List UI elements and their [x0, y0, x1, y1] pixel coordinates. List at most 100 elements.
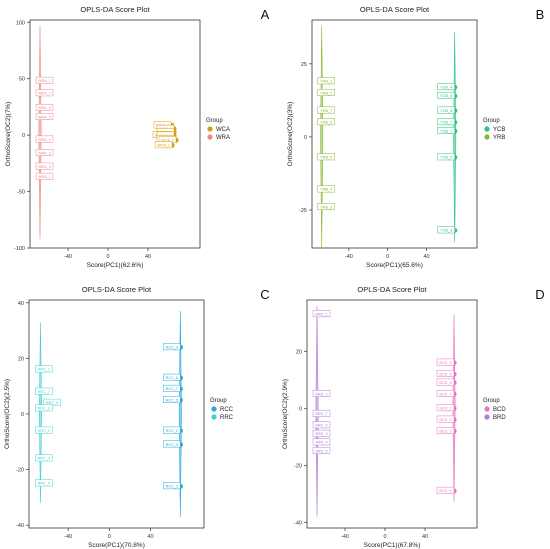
- y-tick-label: 20: [296, 349, 302, 355]
- sample-label-text: YRB_6: [320, 121, 332, 125]
- sample-label-text: YRB_5: [320, 156, 332, 160]
- sample-label-box: [163, 343, 181, 351]
- sample-label: WRA_3: [35, 149, 54, 157]
- sample-label-box: [35, 149, 54, 157]
- sample-label: RRC_3: [35, 404, 53, 412]
- sample-label-text: WRA_1: [38, 175, 51, 179]
- sample-label-box: [437, 118, 455, 126]
- sample-label-text: RCC_3: [166, 443, 178, 447]
- sample-label-box: [436, 370, 455, 377]
- sample-label-box: [154, 141, 173, 149]
- legend-swatch: [211, 406, 217, 412]
- sample-label: YCB_3: [437, 226, 455, 234]
- sample-label-box: [437, 83, 455, 91]
- sample-label: RCC_6: [163, 373, 181, 381]
- legend: Group BCD BRD: [483, 398, 506, 421]
- sample-label-box: [35, 365, 53, 373]
- sample-label-text: RRC_7: [38, 390, 50, 394]
- legend-swatch: [207, 134, 213, 140]
- sample-label-text: BRD_4: [315, 441, 327, 445]
- sample-label-box: [437, 91, 455, 99]
- panel-c: OPLS-DA Score Plot C-40 0 40-40-2002040Scor…: [4, 285, 270, 549]
- plot-frame: [311, 19, 478, 249]
- sample-label: YCB_6: [437, 106, 455, 114]
- chart-title: OPLS-DA Score Plot: [360, 5, 430, 14]
- sample-label-box: [35, 426, 53, 434]
- sample-label-box: [35, 479, 53, 487]
- x-tick-label: 40: [422, 534, 428, 540]
- sample-label: BCD_6: [436, 378, 455, 386]
- sample-label: YRB_6: [317, 118, 335, 126]
- sample-label-box: [437, 127, 455, 134]
- series-rcc: RCC_4 RCC_6 RCC_7 RCC_5 RCC_2 RCC_3 RCC_1: [163, 311, 183, 517]
- plot-frame: [29, 19, 201, 249]
- sample-label-text: WRA_4: [38, 138, 51, 142]
- sample-label-text: WRA_7: [38, 92, 51, 96]
- sample-label-text: WRA_2: [38, 165, 51, 169]
- y-axis-label: OrthoScore(OC2)(3%): [287, 102, 294, 167]
- sample-label-text: WRA_6: [38, 106, 51, 110]
- legend-title: Group: [483, 118, 500, 124]
- sample-label: RCC_5: [163, 396, 181, 403]
- x-tick-label: 40: [423, 254, 429, 260]
- sample-label: WRA_1: [35, 172, 54, 180]
- sample-label-box: [317, 153, 335, 161]
- y-tick-label: 40: [18, 301, 24, 307]
- sample-label: YRB_1: [317, 77, 335, 85]
- y-tick-label: 20: [18, 356, 24, 362]
- x-tick-label: -40: [341, 534, 349, 540]
- sample-label: BRD_6: [312, 421, 331, 429]
- sample-label-text: BCD_2: [439, 418, 451, 422]
- sample-label: YRB_2: [317, 89, 335, 96]
- x-axis-label: Score(PC1)(70.8%): [88, 542, 145, 549]
- sample-label: RCC_2: [163, 426, 181, 434]
- sample-label-box: [35, 89, 54, 97]
- sample-label-text: BRD_2: [315, 392, 327, 396]
- legend-swatch: [484, 126, 490, 132]
- sample-label-text: RCC_1: [166, 484, 178, 488]
- x-tick-label: 0: [108, 534, 111, 540]
- sample-label-text: RRC_2: [38, 429, 50, 433]
- sample-label: YCB_1: [437, 127, 455, 134]
- sample-label: BRD_4: [312, 438, 331, 446]
- sample-label-text: BCD_4: [439, 489, 451, 493]
- y-tick-label: 0: [22, 133, 25, 139]
- sample-label-text: YCB_1: [440, 129, 452, 133]
- sample-label-box: [312, 390, 331, 397]
- sample-label-box: [163, 482, 181, 490]
- sample-label-box: [312, 409, 331, 417]
- sample-label: BRD_3: [312, 429, 331, 437]
- sample-label-box: [35, 387, 53, 395]
- legend-entry: RCC: [220, 407, 234, 413]
- sample-label-text: BCD_6: [439, 381, 451, 385]
- sample-label-box: [317, 118, 335, 126]
- legend: Group YCB YRB: [483, 118, 505, 141]
- y-tick-label: -100: [14, 246, 25, 252]
- sample-label: BRD_1: [312, 310, 331, 318]
- panel-d: OPLS-DA Score Plot D -40 0 40 -40 -20 0 20 Score(…: [282, 285, 545, 549]
- sample-label-text: YRB_7: [320, 109, 332, 113]
- sample-label-box: [35, 404, 53, 412]
- sample-label: WRA_5: [35, 113, 54, 120]
- sample-label-box: [317, 89, 335, 96]
- sample-label-text: RRC_6: [46, 401, 58, 405]
- x-axis-label: Score(PC1)(62.6%): [87, 262, 144, 269]
- chart-title: OPLS-DA Score Plot: [82, 285, 152, 294]
- sample-label: WRA_7: [35, 89, 54, 97]
- x-tick-label: 40: [147, 534, 153, 540]
- x-tick-label: -40: [64, 534, 72, 540]
- y-tick-label: 0: [304, 135, 307, 141]
- sample-label-text: RRC_1: [38, 368, 50, 372]
- legend-title: Group: [210, 398, 227, 404]
- sample-label: RCC_4: [163, 343, 181, 351]
- sample-label-box: [317, 106, 335, 114]
- sample-label-text: WRA_1: [38, 79, 51, 83]
- x-tick-label: -40: [345, 254, 353, 260]
- sample-label-text: YCB_6: [440, 109, 452, 113]
- sample-label-box: [35, 135, 54, 143]
- x-axis-label: Score(PC1)(65.6%): [366, 262, 423, 269]
- sample-label-box: [317, 203, 335, 210]
